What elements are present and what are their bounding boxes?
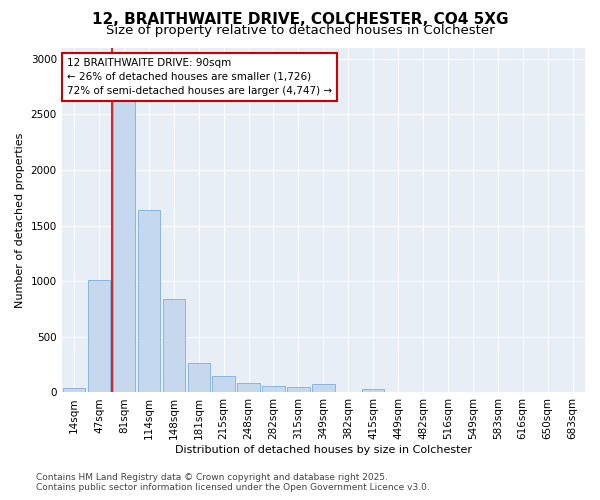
Bar [137,210,160,392]
Bar [113,90,135,392]
Bar [188,363,210,392]
Text: Contains HM Land Registry data © Crown copyright and database right 2025.
Contai: Contains HM Land Registry data © Crown c… [36,473,430,492]
Bar [312,384,335,392]
Bar [262,386,285,392]
Bar [63,388,85,392]
Bar [287,388,310,392]
Bar [212,376,235,392]
Text: Size of property relative to detached houses in Colchester: Size of property relative to detached ho… [106,24,494,37]
Bar [88,280,110,392]
X-axis label: Distribution of detached houses by size in Colchester: Distribution of detached houses by size … [175,445,472,455]
Text: 12 BRAITHWAITE DRIVE: 90sqm
← 26% of detached houses are smaller (1,726)
72% of : 12 BRAITHWAITE DRIVE: 90sqm ← 26% of det… [67,58,332,96]
Bar [362,390,385,392]
Bar [163,299,185,392]
Text: 12, BRAITHWAITE DRIVE, COLCHESTER, CO4 5XG: 12, BRAITHWAITE DRIVE, COLCHESTER, CO4 5… [92,12,508,28]
Y-axis label: Number of detached properties: Number of detached properties [15,132,25,308]
Bar [238,383,260,392]
